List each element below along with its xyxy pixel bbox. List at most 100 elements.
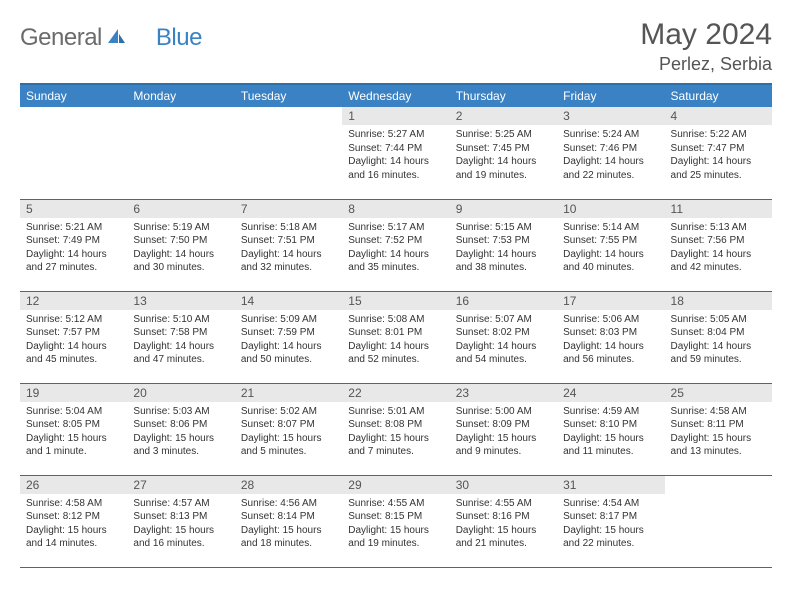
day-info-line: Sunrise: 4:55 AM — [456, 497, 551, 511]
day-info: Sunrise: 5:24 AMSunset: 7:46 PMDaylight:… — [557, 125, 664, 185]
day-info-line: Sunrise: 5:27 AM — [348, 128, 443, 142]
day-info: Sunrise: 5:03 AMSunset: 8:06 PMDaylight:… — [127, 402, 234, 462]
day-info-line: Sunrise: 4:55 AM — [348, 497, 443, 511]
day-info-line: Daylight: 14 hours — [563, 340, 658, 354]
day-number: 12 — [20, 292, 127, 310]
day-number: 22 — [342, 384, 449, 402]
calendar-cell: 15Sunrise: 5:08 AMSunset: 8:01 PMDayligh… — [342, 291, 449, 383]
day-info-line: Daylight: 15 hours — [563, 432, 658, 446]
day-info-line: Daylight: 14 hours — [348, 340, 443, 354]
day-info-line: Daylight: 15 hours — [348, 524, 443, 538]
day-info-line: Sunrise: 5:02 AM — [241, 405, 336, 419]
day-info-line: Daylight: 14 hours — [348, 248, 443, 262]
calendar-cell: 11Sunrise: 5:13 AMSunset: 7:56 PMDayligh… — [665, 199, 772, 291]
title-block: May 2024 Perlez, Serbia — [640, 18, 772, 75]
brand-part1: General — [20, 24, 102, 52]
day-number: 4 — [665, 107, 772, 125]
day-info: Sunrise: 5:09 AMSunset: 7:59 PMDaylight:… — [235, 310, 342, 370]
day-info-line: Daylight: 15 hours — [241, 524, 336, 538]
day-info-line: Daylight: 14 hours — [671, 340, 766, 354]
day-info-line: and 21 minutes. — [456, 537, 551, 551]
day-info-line: Daylight: 15 hours — [26, 432, 121, 446]
day-info: Sunrise: 4:56 AMSunset: 8:14 PMDaylight:… — [235, 494, 342, 554]
day-info: Sunrise: 4:58 AMSunset: 8:12 PMDaylight:… — [20, 494, 127, 554]
day-number: 16 — [450, 292, 557, 310]
day-info-line: and 7 minutes. — [348, 445, 443, 459]
day-info: Sunrise: 4:55 AMSunset: 8:15 PMDaylight:… — [342, 494, 449, 554]
day-number: 14 — [235, 292, 342, 310]
day-number: 26 — [20, 476, 127, 494]
day-number: 25 — [665, 384, 772, 402]
day-info-line: Sunrise: 5:09 AM — [241, 313, 336, 327]
day-info-line: Sunset: 8:03 PM — [563, 326, 658, 340]
day-info-line: Sunrise: 5:19 AM — [133, 221, 228, 235]
day-number: 7 — [235, 200, 342, 218]
day-info-line: Sunrise: 5:17 AM — [348, 221, 443, 235]
calendar-cell: 31Sunrise: 4:54 AMSunset: 8:17 PMDayligh… — [557, 475, 664, 567]
day-info-line: and 25 minutes. — [671, 169, 766, 183]
day-info-line: and 52 minutes. — [348, 353, 443, 367]
day-info-line: and 54 minutes. — [456, 353, 551, 367]
day-info: Sunrise: 5:00 AMSunset: 8:09 PMDaylight:… — [450, 402, 557, 462]
day-number: 1 — [342, 107, 449, 125]
day-number: 27 — [127, 476, 234, 494]
weekday-fri: Friday — [557, 84, 664, 107]
day-info-line: and 19 minutes. — [348, 537, 443, 551]
calendar-cell: .. — [20, 107, 127, 199]
day-info-line: and 50 minutes. — [241, 353, 336, 367]
day-info-line: Daylight: 14 hours — [26, 340, 121, 354]
day-number: 28 — [235, 476, 342, 494]
calendar-row: 5Sunrise: 5:21 AMSunset: 7:49 PMDaylight… — [20, 199, 772, 291]
day-info-line: and 35 minutes. — [348, 261, 443, 275]
day-number: 18 — [665, 292, 772, 310]
day-info-line: Sunset: 8:13 PM — [133, 510, 228, 524]
day-info-line: Daylight: 14 hours — [456, 248, 551, 262]
day-info-line: and 59 minutes. — [671, 353, 766, 367]
day-info-line: Sunset: 8:15 PM — [348, 510, 443, 524]
day-info-line: Sunset: 7:55 PM — [563, 234, 658, 248]
day-info-line: Sunrise: 4:58 AM — [671, 405, 766, 419]
day-info-line: and 19 minutes. — [456, 169, 551, 183]
day-number: 6 — [127, 200, 234, 218]
day-info-line: Daylight: 15 hours — [348, 432, 443, 446]
day-info-line: and 13 minutes. — [671, 445, 766, 459]
day-info-line: and 22 minutes. — [563, 537, 658, 551]
calendar-cell: 10Sunrise: 5:14 AMSunset: 7:55 PMDayligh… — [557, 199, 664, 291]
calendar-page: General Blue May 2024 Perlez, Serbia Sun… — [0, 0, 792, 586]
brand-logo: General Blue — [20, 18, 202, 52]
day-info-line: Sunrise: 5:22 AM — [671, 128, 766, 142]
day-info: Sunrise: 5:19 AMSunset: 7:50 PMDaylight:… — [127, 218, 234, 278]
brand-part2: Blue — [156, 24, 202, 52]
day-info-line: Sunrise: 5:24 AM — [563, 128, 658, 142]
calendar-cell: .. — [665, 475, 772, 567]
day-info-line: Sunrise: 4:57 AM — [133, 497, 228, 511]
day-info-line: Sunset: 8:05 PM — [26, 418, 121, 432]
day-number: 24 — [557, 384, 664, 402]
calendar-cell: .. — [127, 107, 234, 199]
day-number: 3 — [557, 107, 664, 125]
day-info: Sunrise: 5:07 AMSunset: 8:02 PMDaylight:… — [450, 310, 557, 370]
day-info-line: Sunrise: 5:00 AM — [456, 405, 551, 419]
day-info: Sunrise: 5:08 AMSunset: 8:01 PMDaylight:… — [342, 310, 449, 370]
day-info-line: Daylight: 14 hours — [671, 248, 766, 262]
day-info-line: Daylight: 14 hours — [241, 248, 336, 262]
day-info-line: Sunset: 7:50 PM — [133, 234, 228, 248]
calendar-row: 12Sunrise: 5:12 AMSunset: 7:57 PMDayligh… — [20, 291, 772, 383]
day-info: Sunrise: 5:21 AMSunset: 7:49 PMDaylight:… — [20, 218, 127, 278]
day-info-line: Daylight: 14 hours — [26, 248, 121, 262]
weekday-tue: Tuesday — [235, 84, 342, 107]
calendar-cell: 25Sunrise: 4:58 AMSunset: 8:11 PMDayligh… — [665, 383, 772, 475]
calendar-cell: 20Sunrise: 5:03 AMSunset: 8:06 PMDayligh… — [127, 383, 234, 475]
day-info-line: and 3 minutes. — [133, 445, 228, 459]
day-info-line: Sunset: 7:53 PM — [456, 234, 551, 248]
calendar-cell: 30Sunrise: 4:55 AMSunset: 8:16 PMDayligh… — [450, 475, 557, 567]
calendar-cell: 27 Sunrise: 4:57 AMSunset: 8:13 PMDayligh… — [127, 475, 234, 567]
day-number: 17 — [557, 292, 664, 310]
calendar-cell: 3Sunrise: 5:24 AMSunset: 7:46 PMDaylight… — [557, 107, 664, 199]
day-number: 2 — [450, 107, 557, 125]
day-info-line: Sunset: 7:52 PM — [348, 234, 443, 248]
day-info-line: Sunset: 7:56 PM — [671, 234, 766, 248]
day-info-line: Daylight: 15 hours — [133, 524, 228, 538]
day-info: Sunrise: 5:10 AMSunset: 7:58 PMDaylight:… — [127, 310, 234, 370]
day-info-line: Daylight: 15 hours — [241, 432, 336, 446]
